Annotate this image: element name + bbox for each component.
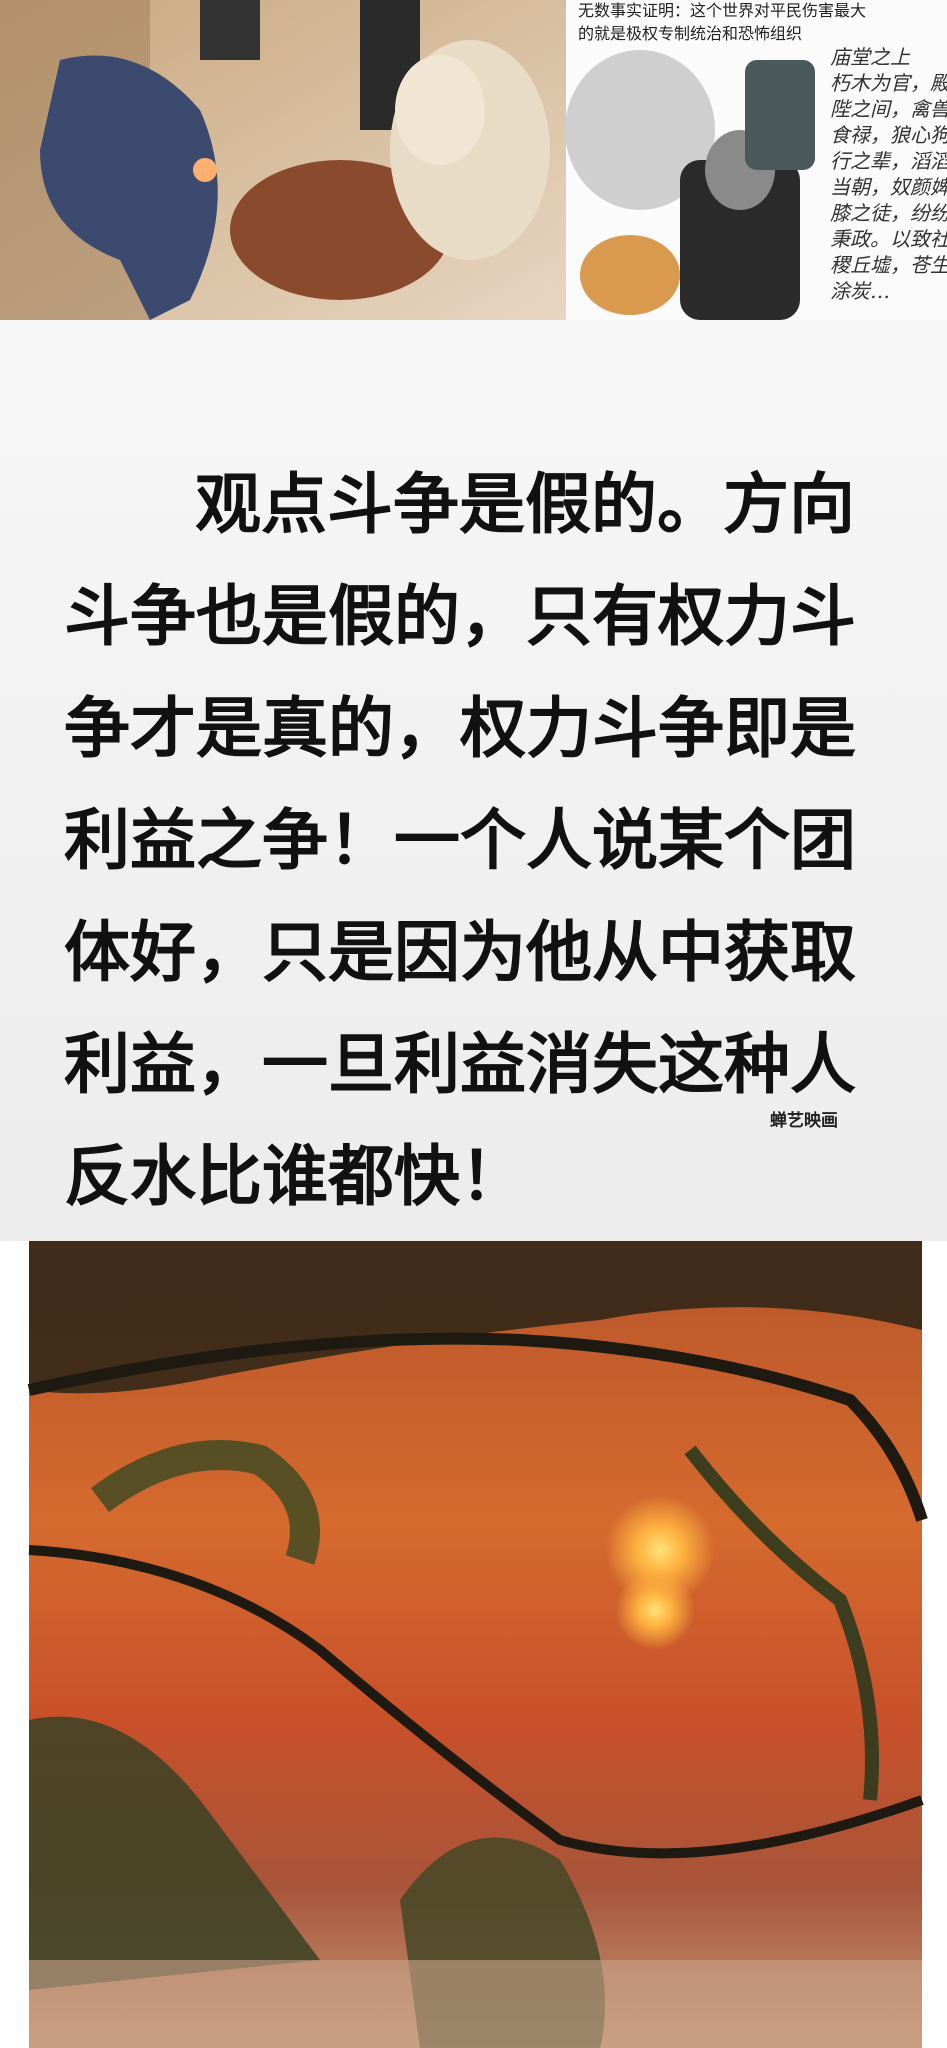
handwriting-line: 当朝，奴颜婢	[830, 175, 947, 199]
text-line: 反水比谁都快！	[64, 1138, 526, 1215]
handwriting-line: 食禄，狼心狗	[830, 123, 947, 147]
text-line: 体好，只是因为他从中获取	[64, 914, 856, 991]
handwriting: 庙堂之上朽木为官，殿陛之间，禽兽食禄，狼心狗行之辈，滔滔当朝，奴颜婢膝之徒，纷纷…	[830, 45, 947, 303]
text-line: 争才是真的，权力斗争即是	[64, 690, 856, 767]
handwriting-line: 膝之徒，纷纷	[830, 201, 947, 225]
top-left-image	[0, 0, 566, 321]
handwriting-line: 稷丘墟，苍生	[830, 253, 947, 277]
caption-line: 的就是极权专制统治和恐怖组织	[578, 24, 802, 43]
text-line: 利益，一旦利益消失这种人	[64, 1026, 856, 1103]
text-line: 利益之争！一个人说某个团	[64, 802, 856, 879]
handwriting-line: 陛之间，禽兽	[830, 97, 947, 121]
handwriting-line: 行之辈，滔滔	[830, 149, 947, 173]
handwriting-line: 秉政。以致社	[830, 227, 947, 251]
top-right-panel	[566, 0, 947, 320]
handwriting-line: 朽木为官，殿	[830, 71, 947, 95]
sunset-image	[27, 1241, 928, 2048]
caption-line: 无数事实证明：这个世界对平民伤害最大	[578, 1, 866, 20]
handwriting-line: 涂炭…	[830, 279, 890, 303]
watermark: 蝉艺映画	[770, 1110, 838, 1131]
main-text: 观点斗争是假的。方向斗争也是假的，只有权力斗争才是真的，权力斗争即是利益之争！一…	[64, 466, 856, 1215]
text-line: 观点斗争是假的。方向	[195, 466, 855, 543]
text-panel	[0, 320, 947, 1241]
text-line: 斗争也是假的，只有权力斗	[64, 578, 856, 655]
handwriting-line: 庙堂之上	[830, 45, 911, 69]
